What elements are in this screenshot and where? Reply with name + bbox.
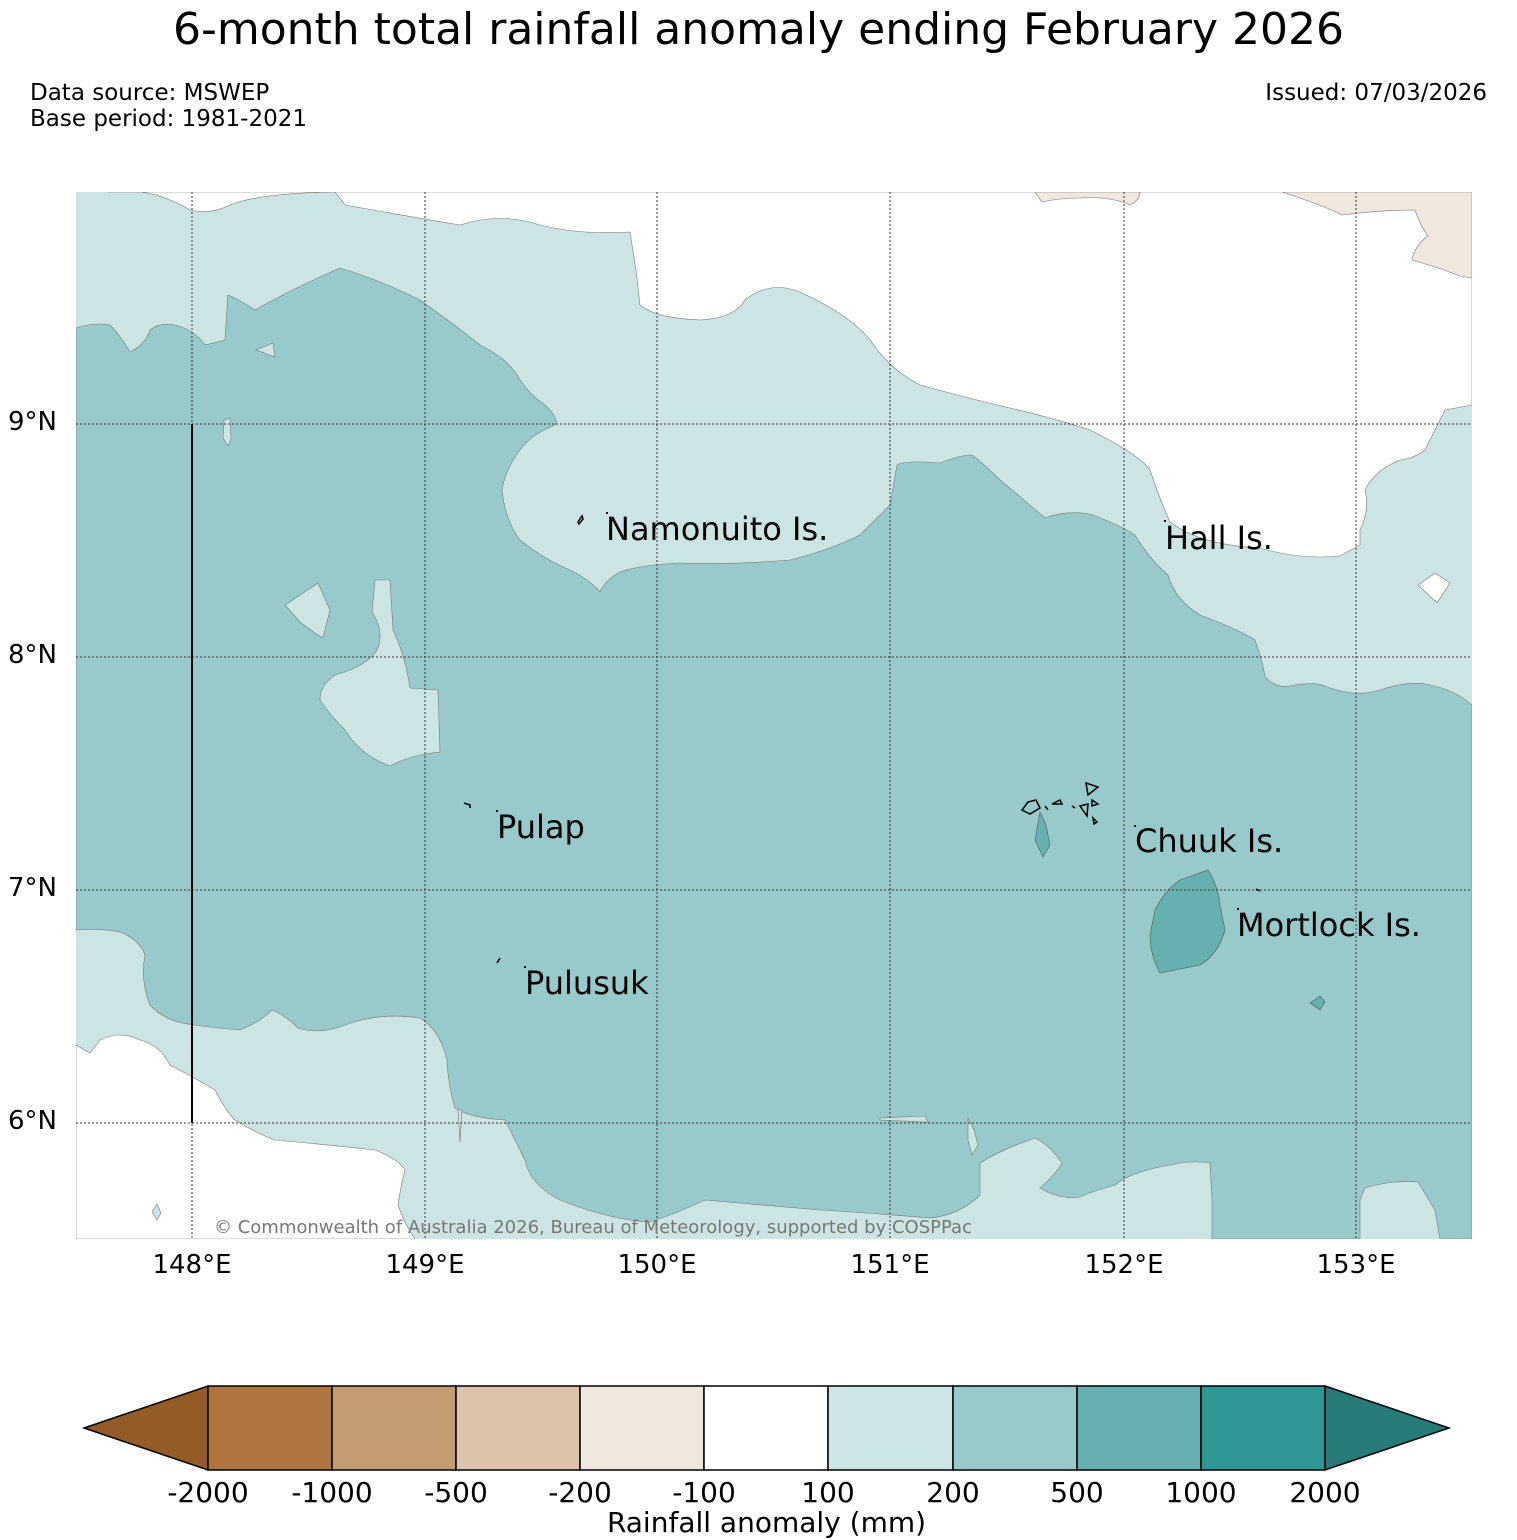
colorbar-tick: 500 (1050, 1476, 1104, 1509)
anomaly-minus100-minus200-ne (1034, 192, 1141, 206)
colorbar-tick: 2000 (1289, 1476, 1361, 1509)
anomaly-100-200-sliver2 (967, 1117, 979, 1156)
colorbar-tick: 200 (926, 1476, 980, 1509)
colorbar-tick: 1000 (1165, 1476, 1237, 1509)
colorbar-bin-1 (207, 1385, 333, 1471)
lon-label-148e: 148°E (152, 1250, 232, 1280)
label-chuuk: Chuuk Is. (1135, 822, 1283, 860)
colorbar (81, 1384, 1452, 1472)
label-mortlock: Mortlock Is. (1237, 906, 1421, 944)
colorbar-label: Rainfall anomaly (mm) (606, 1506, 927, 1539)
lon-label-149e: 149°E (385, 1250, 465, 1280)
label-pulap: Pulap (497, 808, 585, 846)
anomaly-100-200-patch4 (222, 417, 232, 447)
colorbar-tick: -1000 (291, 1476, 373, 1509)
place-labels: Namonuito Is. Hall Is. Pulap Chuuk Is. M… (497, 510, 1421, 1002)
lon-label-152e: 152°E (1084, 1250, 1164, 1280)
colorbar-extend-high (1324, 1384, 1452, 1472)
lat-label-8n: 8°N (8, 640, 57, 670)
map-frame (76, 192, 1472, 1239)
island-shapes (463, 514, 1261, 964)
issued-date: Issued: 07/03/2026 (1265, 80, 1487, 106)
anomaly-500-1000-mortlock (1149, 869, 1226, 974)
map-title: 6-month total rainfall anomaly ending Fe… (172, 4, 1344, 55)
copyright-notice: © Commonwealth of Australia 2026, Bureau… (214, 1217, 972, 1238)
colorbar-extend-low (81, 1384, 209, 1472)
colorbar-bin-3 (455, 1385, 581, 1471)
label-namonuito: Namonuito Is. (606, 510, 828, 548)
lat-label-7n: 7°N (8, 873, 57, 903)
base-period: Base period: 1981-2021 (30, 106, 308, 132)
colorbar-bin-6 (827, 1385, 954, 1471)
colorbar-tick: -500 (424, 1476, 488, 1509)
lon-label-151e: 151°E (850, 1250, 930, 1280)
anomaly-100-200-sliver (879, 1115, 929, 1123)
anomaly-100-200-patch2 (319, 579, 441, 767)
lon-label-153e: 153°E (1316, 1250, 1396, 1280)
colorbar-tick: -200 (548, 1476, 612, 1509)
anomaly-100-200-sliver3 (457, 1109, 463, 1143)
colorbar-bin-8 (1076, 1385, 1202, 1471)
colorbar-tick: -100 (672, 1476, 736, 1509)
metadata-left: Data source: MSWEP Base period: 1981-202… (30, 80, 307, 132)
lat-label-9n: 9°N (8, 407, 57, 437)
lon-label-150e: 150°E (617, 1250, 697, 1280)
colorbar-bin-4 (579, 1385, 705, 1471)
colorbar-bin-2 (331, 1385, 457, 1471)
colorbar-bin-7 (952, 1385, 1078, 1471)
colorbar-tick: 100 (801, 1476, 855, 1509)
label-hall: Hall Is. (1165, 519, 1273, 557)
colorbar-bin-5 (703, 1385, 829, 1471)
anomaly-100-200-dot (151, 1203, 162, 1221)
place-markers (496, 512, 1239, 968)
anomaly-100-200-patch1 (284, 582, 331, 639)
anomaly-near-normal-east (1417, 572, 1451, 604)
anomaly-500-1000-chuuk (1034, 811, 1051, 858)
label-pulusuk: Pulusuk (525, 964, 649, 1002)
anomaly-100-200-patch3 (255, 342, 276, 358)
anomaly-minus100-minus200-ne2 (1281, 192, 1472, 279)
data-source: Data source: MSWEP (30, 80, 270, 106)
lat-label-6n: 6°N (8, 1106, 57, 1136)
colorbar-bin-9 (1200, 1385, 1326, 1471)
anomaly-near-normal-north (108, 192, 1472, 558)
colorbar-tick: -2000 (167, 1476, 249, 1509)
anomaly-near-normal-sw (76, 1034, 416, 1239)
anomaly-500-1000-east (1309, 995, 1326, 1011)
